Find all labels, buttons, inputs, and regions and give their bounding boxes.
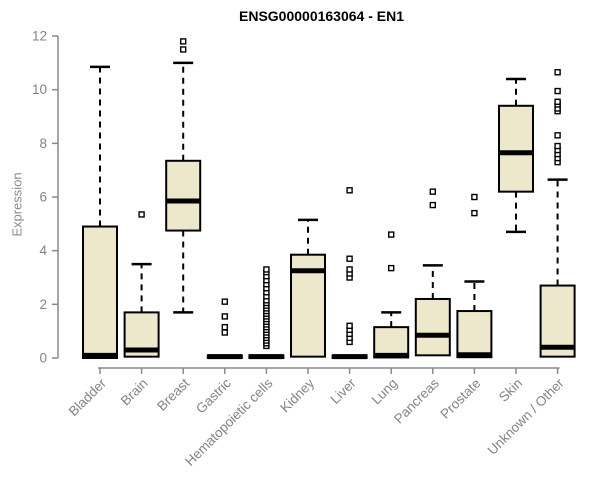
outlier-point (429, 188, 436, 195)
iqr-box (498, 104, 534, 193)
x-tick-label: Skin (496, 376, 525, 405)
outlier-point (221, 298, 229, 305)
x-tick-label: Gastric (193, 375, 234, 416)
x-tick-label: Lung (368, 376, 400, 408)
x-tick-label: Unknown / Other (484, 375, 567, 458)
outlier-point (554, 87, 561, 95)
x-tick-label: Pancreas (391, 375, 442, 426)
iqr-box (165, 159, 202, 232)
iqr-box (456, 310, 493, 359)
y-tick-label: 2 (39, 297, 47, 312)
outlier-point (554, 69, 561, 76)
outlier-point (554, 98, 561, 105)
outlier-point (471, 209, 478, 217)
outlier-point (388, 231, 395, 238)
y-tick-label: 8 (39, 136, 47, 151)
outlier-point (346, 322, 353, 330)
outlier-point (471, 193, 478, 201)
x-tick-label: Kidney (277, 375, 317, 415)
outlier-point (554, 132, 561, 139)
outlier-point (346, 187, 353, 194)
outlier-point (221, 323, 229, 331)
y-tick-label: 12 (32, 29, 47, 44)
y-tick-label: 6 (39, 190, 47, 205)
outlier-point (346, 266, 353, 273)
outlier-point (179, 38, 187, 45)
outlier-point (554, 142, 561, 150)
outlier-point (221, 329, 229, 336)
x-tick-label: Liver (327, 375, 359, 407)
x-tick-label: Brain (118, 376, 151, 409)
outlier-point (429, 201, 436, 209)
x-tick-label: Bladder (66, 375, 110, 419)
outlier-point (388, 264, 395, 272)
x-tick-label: Breast (154, 375, 192, 413)
outlier-point (346, 255, 353, 262)
chart-title: ENSG00000163064 - EN1 (239, 8, 404, 24)
outlier-point (263, 266, 270, 273)
iqr-box (414, 297, 451, 357)
y-tick-label: 10 (32, 82, 47, 97)
outlier-point (221, 313, 229, 320)
x-tick-label: Prostate (437, 376, 483, 422)
outlier-point (138, 211, 145, 218)
y-tick-label: 0 (39, 351, 47, 366)
y-tick-label: 4 (39, 243, 47, 258)
iqr-box (82, 225, 118, 359)
outlier-point (179, 46, 187, 53)
